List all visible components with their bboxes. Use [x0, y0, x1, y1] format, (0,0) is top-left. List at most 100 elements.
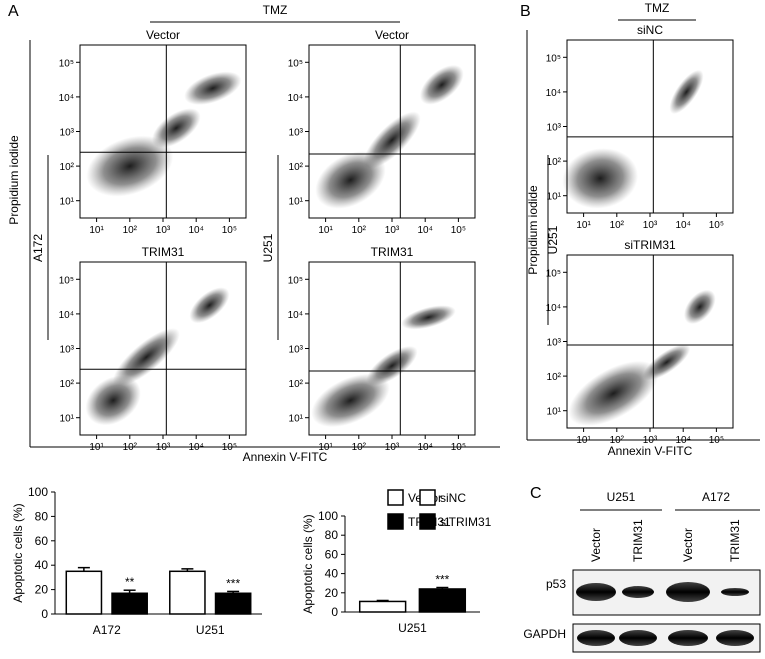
y-tick-label: 10¹ [547, 192, 562, 203]
band [666, 582, 710, 602]
x-tick-label: 10² [610, 220, 625, 231]
cell-line: A172 [31, 234, 45, 262]
event-cloud [401, 305, 456, 330]
y-tick-label: 10³ [547, 123, 562, 134]
x-tick-label: 10⁴ [417, 225, 432, 236]
y-tick-label: 10¹ [289, 414, 304, 425]
y-tick-label: 10⁴ [546, 303, 561, 314]
significance: *** [226, 576, 240, 590]
event-cloud [363, 111, 421, 169]
event-cloud [184, 71, 242, 105]
x-tick-label: 10⁵ [709, 435, 724, 446]
legend-label: siNC [440, 491, 466, 505]
y-tick-label: 10¹ [289, 197, 304, 208]
y-tick-label: 10⁵ [546, 53, 561, 64]
panel-label: B [520, 3, 531, 20]
y-tick-label: 10⁵ [59, 58, 74, 69]
x-tick-label: 10¹ [576, 220, 591, 231]
event-cloud [85, 375, 141, 426]
event-cloud [151, 108, 201, 148]
y-tick-label: 10⁵ [546, 268, 561, 279]
x-tick-label: 10² [123, 225, 138, 236]
y-tick-label: 10¹ [60, 197, 75, 208]
x-tick-label: 10⁵ [451, 225, 466, 236]
bar [169, 570, 206, 615]
panel-label: A [8, 3, 19, 20]
x-tick-label: U251 [398, 621, 427, 635]
y-tick-label: 10² [60, 379, 75, 390]
y-tick-label: 10⁵ [288, 275, 303, 286]
lane-label: TRIM31 [631, 519, 645, 562]
bar [358, 600, 407, 613]
y-label: Apoptotic cells (%) [11, 503, 25, 602]
row-label: GAPDH [523, 627, 566, 641]
event-cloud [112, 328, 180, 387]
treatment: TMZ [263, 3, 288, 17]
y-tick-label: 10² [60, 162, 75, 173]
y-tick-label: 10⁴ [546, 88, 561, 99]
legend-label: siTRIM31 [440, 515, 492, 529]
treatment: TMZ [645, 1, 670, 15]
x-tick-label: 10⁴ [188, 225, 203, 236]
x-tick-label: 10¹ [318, 225, 333, 236]
y-tick-label: 10² [289, 379, 304, 390]
y-tick-label: 100 [28, 485, 48, 499]
x-tick-label: A172 [93, 623, 121, 637]
bar [65, 570, 103, 615]
plot-title: Vector [375, 28, 409, 42]
y-tick-label: 100 [318, 509, 338, 523]
lane-label: Vector [589, 528, 603, 562]
band [716, 630, 754, 646]
plot-title: TRIM31 [142, 245, 185, 259]
x-tick-label: 10³ [385, 442, 400, 453]
y-label: Apoptotic cells (%) [301, 514, 315, 613]
x-tick-label: 10¹ [89, 442, 104, 453]
event-cloud [311, 373, 390, 428]
y-tick-label: 10³ [60, 128, 75, 139]
x-tick-label: 10² [610, 435, 625, 446]
y-tick-label: 80 [35, 509, 49, 523]
y-tick-label: 10³ [289, 345, 304, 356]
y-tick-label: 10² [289, 162, 304, 173]
y-tick-label: 10⁴ [288, 310, 303, 321]
x-tick-label: 10³ [156, 442, 171, 453]
x-tick-label: U251 [196, 623, 225, 637]
y-tick-label: 60 [35, 534, 49, 548]
legend-swatch [419, 489, 436, 506]
band [668, 630, 708, 646]
panel-label: C [530, 485, 542, 502]
y-tick-label: 0 [331, 605, 338, 619]
y-tick-label: 10² [547, 157, 562, 168]
x-tick-label: 10⁴ [417, 442, 432, 453]
y-tick-label: 40 [35, 558, 49, 572]
lane-label: TRIM31 [728, 519, 742, 562]
significance: *** [435, 573, 449, 587]
bar [214, 592, 252, 615]
plot-title: Vector [146, 28, 180, 42]
y-label: Propidium iodide [526, 185, 540, 275]
event-cloud [366, 345, 418, 386]
x-tick-label: 10⁵ [451, 442, 466, 453]
significance: ** [125, 575, 135, 589]
event-cloud [189, 287, 230, 324]
plot-title: TRIM31 [371, 245, 414, 259]
event-cloud [642, 344, 691, 381]
x-tick-label: 10⁵ [709, 220, 724, 231]
legend-swatch [419, 513, 436, 530]
legend-swatch [387, 513, 404, 530]
y-label: Propidium iodide [7, 135, 21, 225]
x-tick-label: 10⁴ [675, 220, 690, 231]
y-tick-label: 10⁴ [59, 310, 74, 321]
plot-title: siTRIM31 [624, 238, 676, 252]
y-tick-label: 10² [547, 372, 562, 383]
band [622, 586, 654, 598]
band [619, 630, 657, 646]
x-tick-label: 10⁵ [222, 442, 237, 453]
plot-title: siNC [637, 23, 663, 37]
event-cloud [683, 289, 716, 325]
event-cloud [86, 135, 174, 197]
x-tick-label: 10¹ [89, 225, 104, 236]
y-tick-label: 0 [41, 607, 48, 621]
event-cloud [568, 360, 659, 426]
